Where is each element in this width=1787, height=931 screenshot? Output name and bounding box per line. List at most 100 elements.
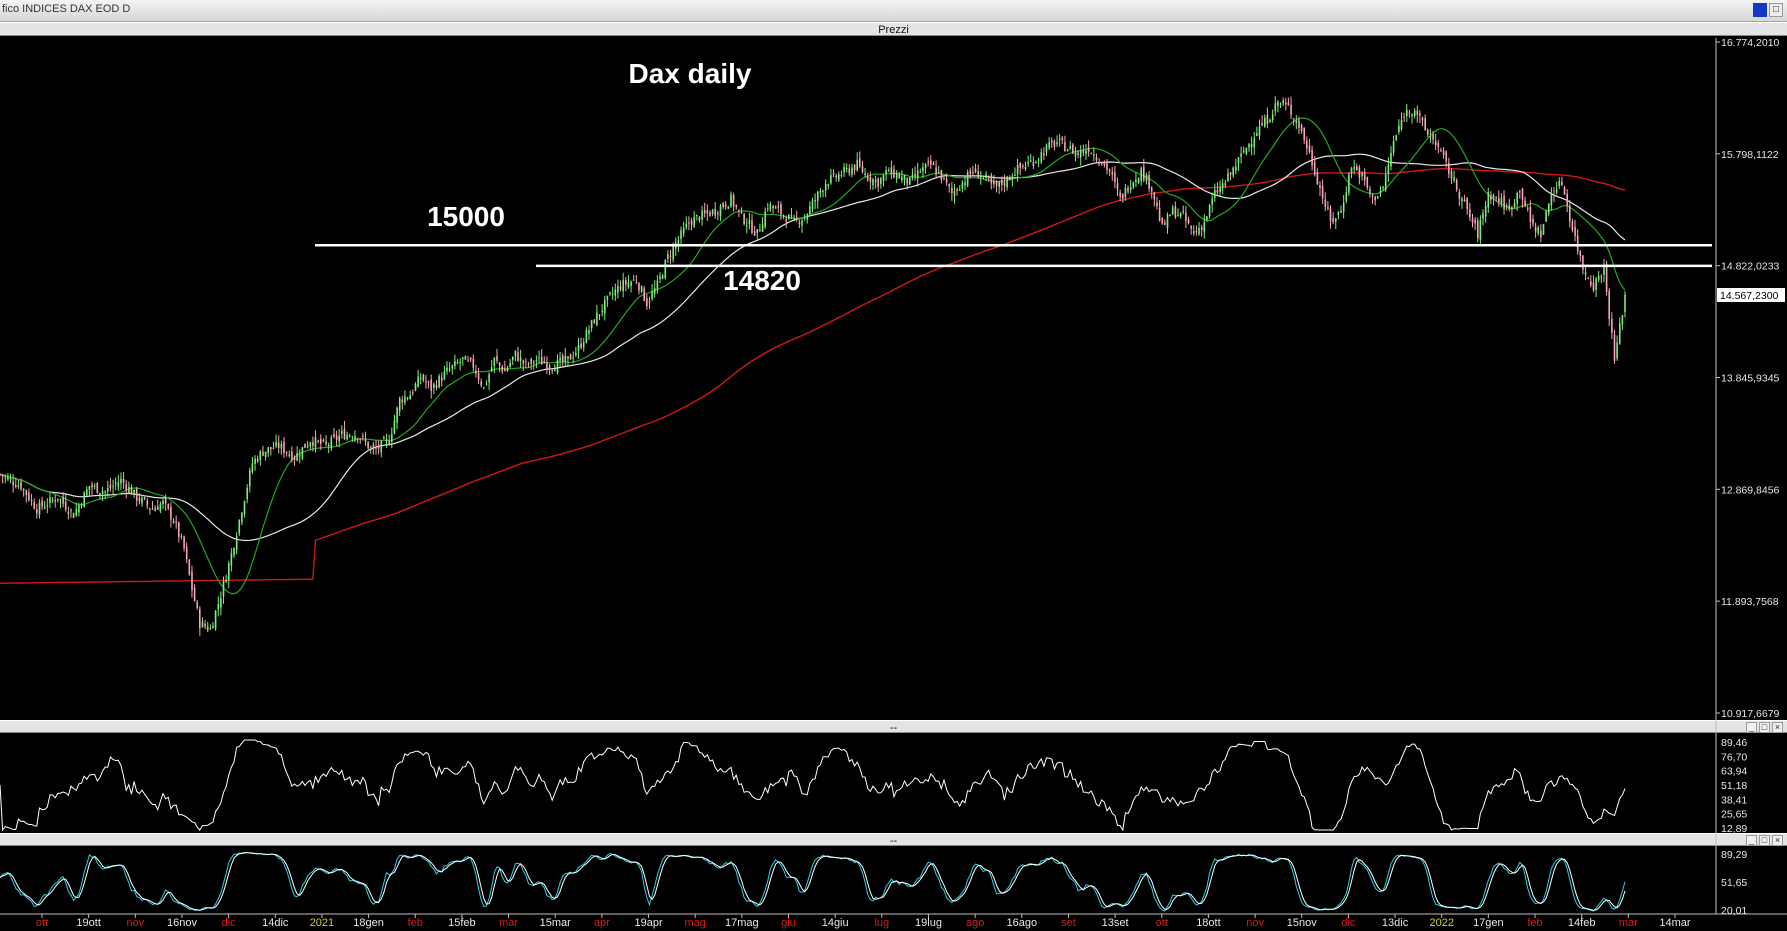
- candle: [1074, 151, 1077, 157]
- last-price-box: [1717, 288, 1785, 302]
- window-color-button[interactable]: [1753, 3, 1767, 17]
- candle: [824, 183, 827, 191]
- candle: [1350, 167, 1353, 174]
- candle: [743, 213, 745, 225]
- candle: [9, 478, 12, 480]
- minimize-button[interactable]: _: [1746, 835, 1757, 846]
- candle: [1613, 334, 1616, 361]
- candle: [364, 439, 367, 442]
- candle: [1413, 110, 1416, 117]
- candle: [1182, 211, 1185, 213]
- candle: [717, 213, 719, 215]
- candle: [643, 288, 645, 301]
- candle: [1043, 153, 1045, 156]
- close-button[interactable]: ×: [1772, 722, 1783, 733]
- candle: [480, 381, 482, 386]
- candle: [335, 435, 338, 440]
- candle: [443, 371, 446, 380]
- candle: [1311, 150, 1313, 166]
- candle: [1513, 203, 1516, 208]
- candle: [1116, 183, 1119, 190]
- candle: [330, 437, 333, 449]
- candle: [548, 365, 551, 368]
- candle: [1540, 230, 1542, 238]
- candle: [241, 513, 243, 523]
- candle: [1277, 101, 1279, 106]
- candle: [1037, 159, 1040, 161]
- osc-tick-label: 63,94: [1721, 766, 1747, 778]
- candle: [953, 191, 956, 196]
- candle: [275, 441, 277, 447]
- maximize-button[interactable]: □: [1759, 835, 1770, 846]
- candle: [714, 209, 716, 216]
- candle: [845, 168, 848, 169]
- candle: [1432, 134, 1434, 140]
- restore-button[interactable]: □: [1769, 3, 1783, 17]
- candle: [582, 342, 585, 348]
- candle: [1166, 214, 1169, 229]
- candle: [464, 356, 467, 360]
- candle: [701, 210, 703, 220]
- candle: [1035, 161, 1037, 163]
- candle: [593, 319, 596, 324]
- candle: [987, 177, 990, 179]
- candle: [1482, 213, 1484, 219]
- candle: [1148, 175, 1150, 189]
- candle: [93, 485, 96, 487]
- candle: [67, 512, 70, 514]
- candle: [1503, 195, 1505, 210]
- candle: [504, 368, 506, 372]
- osc-tick-label: 51,18: [1721, 780, 1747, 792]
- candle: [1006, 176, 1008, 188]
- date-label: mar: [1619, 917, 1638, 929]
- candle: [1542, 224, 1545, 235]
- date-label: feb: [1527, 917, 1542, 929]
- candle: [1524, 200, 1526, 207]
- candle: [135, 488, 138, 501]
- maximize-button[interactable]: □: [1759, 722, 1770, 733]
- candle: [1597, 276, 1600, 280]
- candle: [1545, 210, 1547, 222]
- candle: [1463, 199, 1466, 202]
- minimize-button[interactable]: _: [1746, 722, 1757, 733]
- candle: [1379, 190, 1382, 194]
- candle: [722, 203, 724, 208]
- candle: [1342, 202, 1345, 212]
- candle: [564, 355, 567, 362]
- stoch-k-line: [0, 851, 1626, 912]
- candle: [1508, 204, 1511, 210]
- candle: [1058, 139, 1061, 140]
- candle: [748, 220, 751, 224]
- price-tick-label: 15.798,1122: [1721, 149, 1779, 161]
- candle: [1526, 208, 1529, 210]
- candle: [233, 548, 235, 556]
- close-button[interactable]: ×: [1772, 835, 1783, 846]
- candle: [774, 207, 777, 209]
- candle: [880, 178, 882, 184]
- candle: [251, 463, 254, 473]
- candle: [1371, 195, 1374, 197]
- candle: [1600, 276, 1603, 278]
- candle: [1303, 128, 1305, 141]
- candle: [1019, 163, 1021, 168]
- candle: [740, 211, 743, 213]
- candle: [995, 181, 998, 186]
- candle: [467, 359, 469, 361]
- candle: [1419, 113, 1421, 116]
- candle: [125, 483, 127, 491]
- candle: [185, 546, 188, 559]
- candle: [1051, 140, 1053, 143]
- candle: [761, 224, 764, 232]
- candle: [1321, 186, 1324, 199]
- candle: [688, 222, 690, 224]
- date-label: 13set: [1102, 917, 1129, 929]
- candle: [661, 275, 664, 279]
- candle: [206, 626, 209, 631]
- stoch-tick-label: 89,29: [1721, 849, 1747, 861]
- candle: [64, 501, 67, 510]
- candle: [822, 190, 824, 192]
- candle: [49, 497, 51, 503]
- candle: [151, 508, 154, 510]
- candle: [635, 281, 638, 283]
